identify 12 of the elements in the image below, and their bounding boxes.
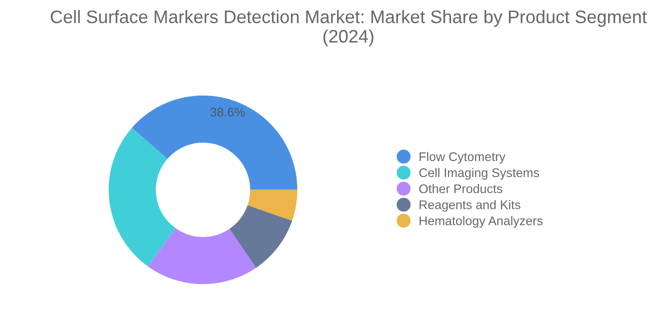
legend-label: Reagents and Kits xyxy=(420,200,520,212)
donut-slice xyxy=(230,205,292,268)
legend-label: Hematology Analyzers xyxy=(420,216,543,228)
donut-slice xyxy=(248,190,298,221)
legend-label: Cell Imaging Systems xyxy=(419,168,540,180)
donut-slice xyxy=(132,95,298,190)
chart-title: Cell Surface Markers Detection Market: Market Share by Product Segment (2024) xyxy=(50,10,647,46)
legend-label: Flow Cytometry xyxy=(420,152,506,164)
data-label: 38.6% xyxy=(210,108,245,117)
donut-slice xyxy=(108,128,176,266)
legend-label: Other Products xyxy=(419,184,502,194)
donut-slice xyxy=(148,228,256,284)
